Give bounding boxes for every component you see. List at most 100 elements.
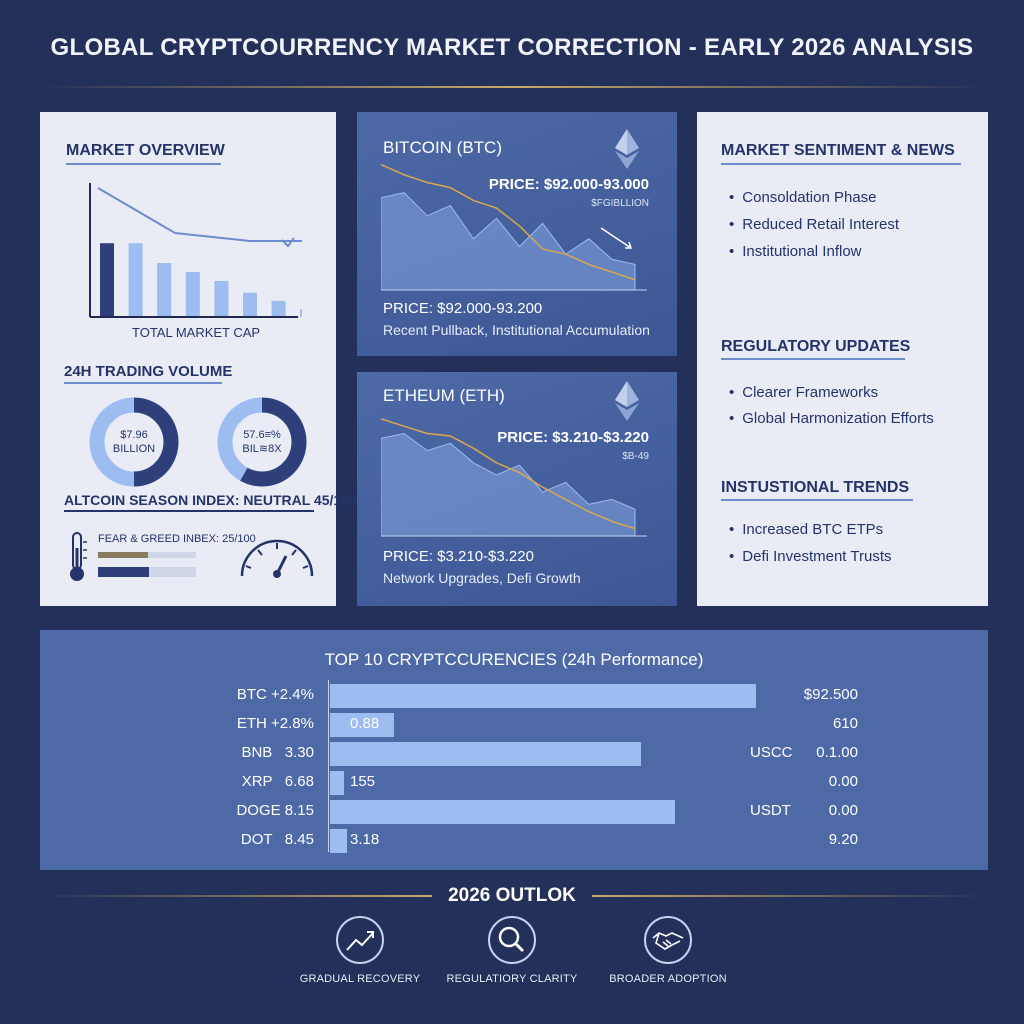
volume-ring-2-unit: BIL≋8X xyxy=(242,443,282,455)
fear-greed-bar-1 xyxy=(98,552,196,558)
market-cap-bar xyxy=(243,292,257,317)
ethereum-note: Network Upgrades, Defi Growth xyxy=(383,570,581,586)
top10-bar-value: 3.18 xyxy=(350,831,380,848)
market-cap-bar xyxy=(185,272,200,317)
sentiment-item-2: Reduced Retail Interest xyxy=(729,216,899,233)
bitcoin-note: Recent Pullback, Institutional Accumulat… xyxy=(383,322,650,338)
top10-row-label: DOGE 8.15 xyxy=(236,802,314,819)
market-cap-chart xyxy=(89,183,302,318)
outlook-rule-left xyxy=(40,895,432,897)
top10-row-price: 0.1.00 xyxy=(816,744,858,761)
volume-ring-2-value: 57.6≡% xyxy=(243,429,281,441)
bitcoin-diamond-icon xyxy=(615,129,639,169)
market-overview-underline xyxy=(66,163,221,165)
market-overview-panel: MARKET OVERVIEW TOTAL MARKET CAP 24H TRA… xyxy=(40,112,357,606)
altcoin-underline xyxy=(64,510,314,512)
bitcoin-title: BITCOIN (BTC) xyxy=(383,138,502,157)
volume-ring-1 xyxy=(89,397,179,487)
ethereum-chart xyxy=(381,418,647,537)
ethereum-trend-line xyxy=(381,418,636,530)
bitcoin-trend-line xyxy=(381,163,636,281)
top10-row-label: XRP 6.68 xyxy=(241,773,314,790)
ethereum-sub-top: $B-49 xyxy=(622,451,649,462)
top10-bar xyxy=(330,684,756,708)
outlook-title: 2026 OUTLOK xyxy=(448,885,576,906)
outlook-item-3: BROADER ADOPTION xyxy=(608,912,728,992)
bitcoin-sub-top: $FGIBLLION xyxy=(591,198,649,209)
market-cap-bar xyxy=(300,308,302,317)
bitcoin-price-bottom: PRICE: $92.000-93.200 xyxy=(383,300,543,317)
top10-row-stable: USDT xyxy=(750,802,791,819)
top10-bar xyxy=(330,829,348,853)
top10-title: TOP 10 CRYPTCCURENCIES (24h Performance) xyxy=(324,650,704,669)
top10-row-price: 610 xyxy=(832,715,858,732)
trend-up-icon xyxy=(336,916,384,964)
bitcoin-down-arrow-icon xyxy=(600,227,633,249)
ethereum-title: ETHEUM (ETH) xyxy=(383,386,505,405)
sentiment-item-1: Consoldation Phase xyxy=(729,189,876,206)
top10-row-label: BTC +2.4% xyxy=(236,686,314,703)
market-cap-trend-line xyxy=(97,187,302,242)
top10-bar xyxy=(330,800,676,824)
outlook-label-3: BROADER ADOPTION xyxy=(609,973,727,985)
bitcoin-panel: BITCOIN (BTC) PRICE: $92.000-93.000 $FGI… xyxy=(357,112,677,356)
outlook-item-1: GRADUAL RECOVERY xyxy=(300,912,420,992)
market-overview-title: MARKET OVERVIEW xyxy=(66,142,225,159)
ethereum-area-series xyxy=(381,432,636,537)
regulatory-underline xyxy=(721,358,905,360)
market-cap-bar xyxy=(214,281,229,317)
top10-axis xyxy=(328,680,329,852)
trends-item-1: Increased BTC ETPs xyxy=(729,521,883,538)
page-title: GLOBAL CRYPTCOURRENCY MARKET CORRECTION … xyxy=(50,34,974,61)
regulatory-item-1: Clearer Frameworks xyxy=(729,384,878,401)
outlook-label-2: REGULATIORY CLARITY xyxy=(446,973,578,985)
volume-ring-1-label: $7.96 BILLION xyxy=(88,428,180,456)
gauge-icon xyxy=(240,539,314,578)
regulatory-title: REGULATORY UPDATES xyxy=(721,338,911,355)
top10-bar xyxy=(330,771,344,795)
volume-ring-1-unit: BILLION xyxy=(112,443,156,455)
sentiment-item-3: Institutional Inflow xyxy=(729,243,861,260)
market-cap-caption: TOTAL MARKET CAP xyxy=(132,325,261,340)
handshake-icon xyxy=(644,916,692,964)
volume-ring-2 xyxy=(217,397,307,487)
market-cap-bar xyxy=(271,300,286,317)
ethereum-diamond-icon xyxy=(615,381,639,421)
top10-panel: TOP 10 CRYPTCCURENCIES (24h Performance)… xyxy=(40,630,988,870)
regulatory-item-2: Global Harmonization Efforts xyxy=(729,410,933,427)
trends-item-2: Defi Investment Trusts xyxy=(729,548,891,565)
top10-bar xyxy=(330,742,641,766)
trading-volume-title: 24H TRADING VOLUME xyxy=(64,363,233,380)
outlook-label-1: GRADUAL RECOVERY xyxy=(299,973,421,985)
altcoin-season-index: ALTCOIN SEASON INDEX: NEUTRAL 45/109 xyxy=(64,492,357,508)
top10-bar-value: 0.88 xyxy=(350,715,380,732)
top10-row-label: ETH +2.8% xyxy=(236,715,314,732)
fear-greed-bar-2 xyxy=(98,567,196,577)
market-cap-bar xyxy=(157,263,172,317)
top10-row-stable: USCC xyxy=(750,744,793,761)
market-cap-bar xyxy=(128,243,143,317)
top10-row-price: 9.20 xyxy=(828,831,858,848)
bitcoin-area-series xyxy=(381,192,636,291)
trends-underline xyxy=(721,499,913,501)
trading-volume-underline xyxy=(64,382,222,384)
outlook-item-2: REGULATIORY CLARITY xyxy=(447,912,577,992)
market-cap-bar xyxy=(100,243,114,317)
sentiment-panel: MARKET SENTIMENT & NEWS Consoldation Pha… xyxy=(697,112,988,606)
top10-row-price: $92.500 xyxy=(803,686,858,703)
market-cap-trend-arrow xyxy=(281,237,295,248)
top10-row-price: 0.00 xyxy=(828,773,858,790)
volume-ring-1-value: $7.96 xyxy=(120,429,148,441)
ethereum-price-top: PRICE: $3.210-$3.220 xyxy=(497,429,649,446)
top10-row-label: DOT 8.45 xyxy=(240,831,314,848)
bitcoin-chart xyxy=(381,163,647,291)
trends-title: INSTUSTIONAL TRENDS xyxy=(721,479,910,496)
top10-row-price: 0.00 xyxy=(828,802,858,819)
sentiment-underline xyxy=(721,163,961,165)
bitcoin-price-top: PRICE: $92.000-93.000 xyxy=(488,176,649,193)
volume-ring-2-label: 57.6≡% BIL≋8X xyxy=(216,428,308,456)
sentiment-title: MARKET SENTIMENT & NEWS xyxy=(721,142,955,159)
top10-row-label: BNB 3.30 xyxy=(241,744,314,761)
ethereum-panel: ETHEUM (ETH) PRICE: $3.210-$3.220 $B-49 … xyxy=(357,372,677,606)
fear-greed-index: FEAR & GREED INBEX: 25/100 xyxy=(98,533,256,545)
